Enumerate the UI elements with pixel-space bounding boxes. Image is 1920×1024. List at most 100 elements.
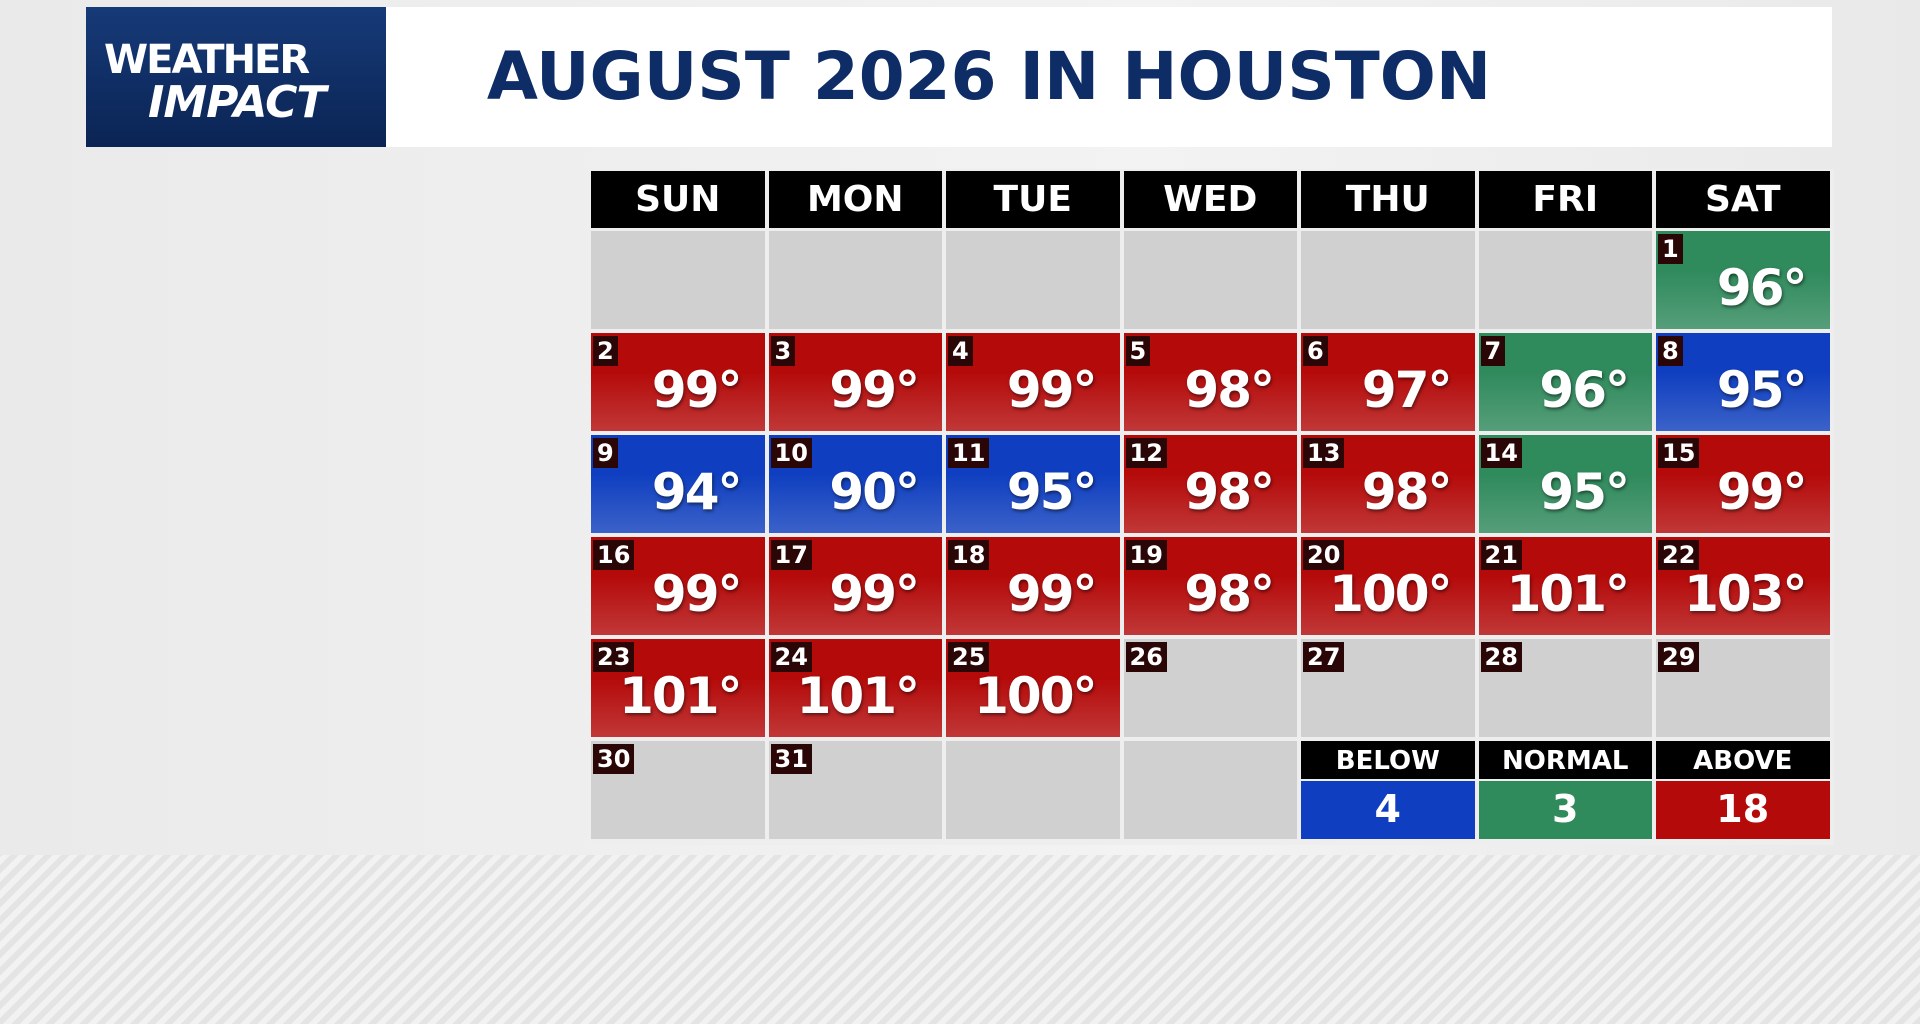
day-cell: 2 99° bbox=[591, 333, 765, 431]
empty-cell bbox=[946, 231, 1120, 329]
day-cell: 20 100° bbox=[1301, 537, 1475, 635]
weekday-header: FRI bbox=[1478, 171, 1652, 228]
day-cell: 12 98° bbox=[1123, 435, 1297, 533]
temperature: 95° bbox=[1716, 361, 1808, 419]
day-cell: 3 99° bbox=[768, 333, 942, 431]
day-number: 18 bbox=[948, 540, 990, 570]
day-cell: 17 99° bbox=[768, 537, 942, 635]
day-cell: 18 99° bbox=[946, 537, 1120, 635]
temperature: 95° bbox=[1539, 463, 1630, 521]
day-number: 23 bbox=[593, 642, 635, 672]
temperature: 98° bbox=[1184, 463, 1275, 521]
day-cell: 25 100° bbox=[946, 639, 1120, 737]
day-cell: 30 bbox=[591, 741, 765, 839]
day-number: 15 bbox=[1658, 438, 1700, 468]
day-cell: 29 bbox=[1656, 639, 1830, 737]
day-cell: 24 101° bbox=[768, 639, 942, 737]
temperature: 99° bbox=[829, 361, 920, 419]
logo-text: IMPACT bbox=[148, 77, 326, 128]
temperature: 96° bbox=[1539, 361, 1630, 419]
day-number: 10 bbox=[770, 438, 812, 468]
day-cell: 5 98° bbox=[1123, 333, 1297, 431]
empty-cell bbox=[768, 231, 942, 329]
weekday-header: TUE bbox=[946, 171, 1120, 228]
header-bar: WEATHER IMPACT AUGUST 2026 IN HOUSTON bbox=[86, 7, 1832, 147]
temperature: 98° bbox=[1184, 565, 1275, 623]
logo-text: WEATHER bbox=[104, 37, 310, 83]
weekday-header: MON bbox=[768, 171, 942, 228]
day-cell: 22 103° bbox=[1656, 537, 1830, 635]
calendar: SUN MON TUE WED THU FRI SAT 1 96° 2 99° 3 99° 4 99° 5 98… bbox=[589, 169, 1834, 845]
day-number: 9 bbox=[593, 438, 618, 468]
empty-cell bbox=[1478, 231, 1652, 329]
day-number: 8 bbox=[1658, 336, 1683, 366]
day-number: 25 bbox=[948, 642, 990, 672]
day-number: 20 bbox=[1303, 540, 1345, 570]
day-cell: 19 98° bbox=[1123, 537, 1297, 635]
day-cell: 13 98° bbox=[1301, 435, 1475, 533]
day-number: 24 bbox=[770, 642, 812, 672]
day-cell: 10 90° bbox=[768, 435, 942, 533]
legend-label: BELOW bbox=[1301, 741, 1475, 779]
day-number: 7 bbox=[1480, 336, 1506, 366]
temperature: 96° bbox=[1716, 259, 1808, 317]
temperature: 101° bbox=[619, 667, 742, 725]
day-number: 30 bbox=[593, 744, 635, 774]
day-cell: 8 95° bbox=[1656, 333, 1830, 431]
day-number: 19 bbox=[1125, 540, 1167, 570]
day-number: 22 bbox=[1658, 540, 1700, 570]
day-number: 13 bbox=[1303, 438, 1345, 468]
day-number: 26 bbox=[1125, 642, 1167, 672]
temperature: 103° bbox=[1684, 565, 1807, 623]
temperature: 100° bbox=[1329, 565, 1452, 623]
empty-cell bbox=[1301, 231, 1475, 329]
day-cell: 21 101° bbox=[1478, 537, 1652, 635]
day-number: 3 bbox=[770, 336, 796, 366]
temperature: 99° bbox=[651, 565, 743, 623]
temperature: 101° bbox=[1506, 565, 1630, 623]
legend-count: 18 bbox=[1656, 781, 1830, 839]
day-number: 2 bbox=[593, 336, 618, 366]
temperature: 90° bbox=[829, 463, 920, 521]
day-cell: 15 99° bbox=[1656, 435, 1830, 533]
day-cell: 31 bbox=[768, 741, 942, 839]
legend-item: BELOW 4 bbox=[1301, 741, 1475, 839]
temperature: 99° bbox=[1006, 361, 1098, 419]
temperature: 95° bbox=[1006, 463, 1098, 521]
day-cell: 14 95° bbox=[1478, 435, 1652, 533]
day-cell: 7 96° bbox=[1478, 333, 1652, 431]
day-number: 5 bbox=[1125, 336, 1151, 366]
day-cell: 9 94° bbox=[591, 435, 765, 533]
weekday-header: SUN bbox=[591, 171, 765, 228]
temperature: 98° bbox=[1184, 361, 1275, 419]
day-cell: 27 bbox=[1301, 639, 1475, 737]
day-cell: 23 101° bbox=[591, 639, 765, 737]
temperature: 99° bbox=[829, 565, 920, 623]
empty-cell bbox=[946, 741, 1120, 839]
day-cell: 11 95° bbox=[946, 435, 1120, 533]
legend-item: ABOVE 18 bbox=[1656, 741, 1830, 839]
day-cell: 16 99° bbox=[591, 537, 765, 635]
day-number: 31 bbox=[770, 744, 812, 774]
temperature: 98° bbox=[1361, 463, 1453, 521]
empty-cell bbox=[1123, 231, 1297, 329]
day-cell: 26 bbox=[1123, 639, 1297, 737]
day-number: 14 bbox=[1480, 438, 1522, 468]
legend-label: ABOVE bbox=[1656, 741, 1830, 779]
day-cell: 4 99° bbox=[946, 333, 1120, 431]
day-number: 27 bbox=[1303, 642, 1345, 672]
day-cell: 1 96° bbox=[1656, 231, 1830, 329]
legend-item: NORMAL 3 bbox=[1478, 741, 1652, 839]
legend-label: NORMAL bbox=[1478, 741, 1652, 779]
day-number: 11 bbox=[948, 438, 990, 468]
day-number: 1 bbox=[1658, 234, 1683, 264]
day-number: 21 bbox=[1480, 540, 1522, 570]
temperature: 101° bbox=[796, 667, 920, 725]
logo: WEATHER IMPACT bbox=[86, 7, 386, 147]
weekday-header: WED bbox=[1123, 171, 1297, 228]
empty-cell bbox=[591, 231, 765, 329]
title: AUGUST 2026 IN HOUSTON bbox=[486, 38, 1492, 115]
day-number: 6 bbox=[1303, 336, 1328, 366]
empty-cell bbox=[1123, 741, 1297, 839]
